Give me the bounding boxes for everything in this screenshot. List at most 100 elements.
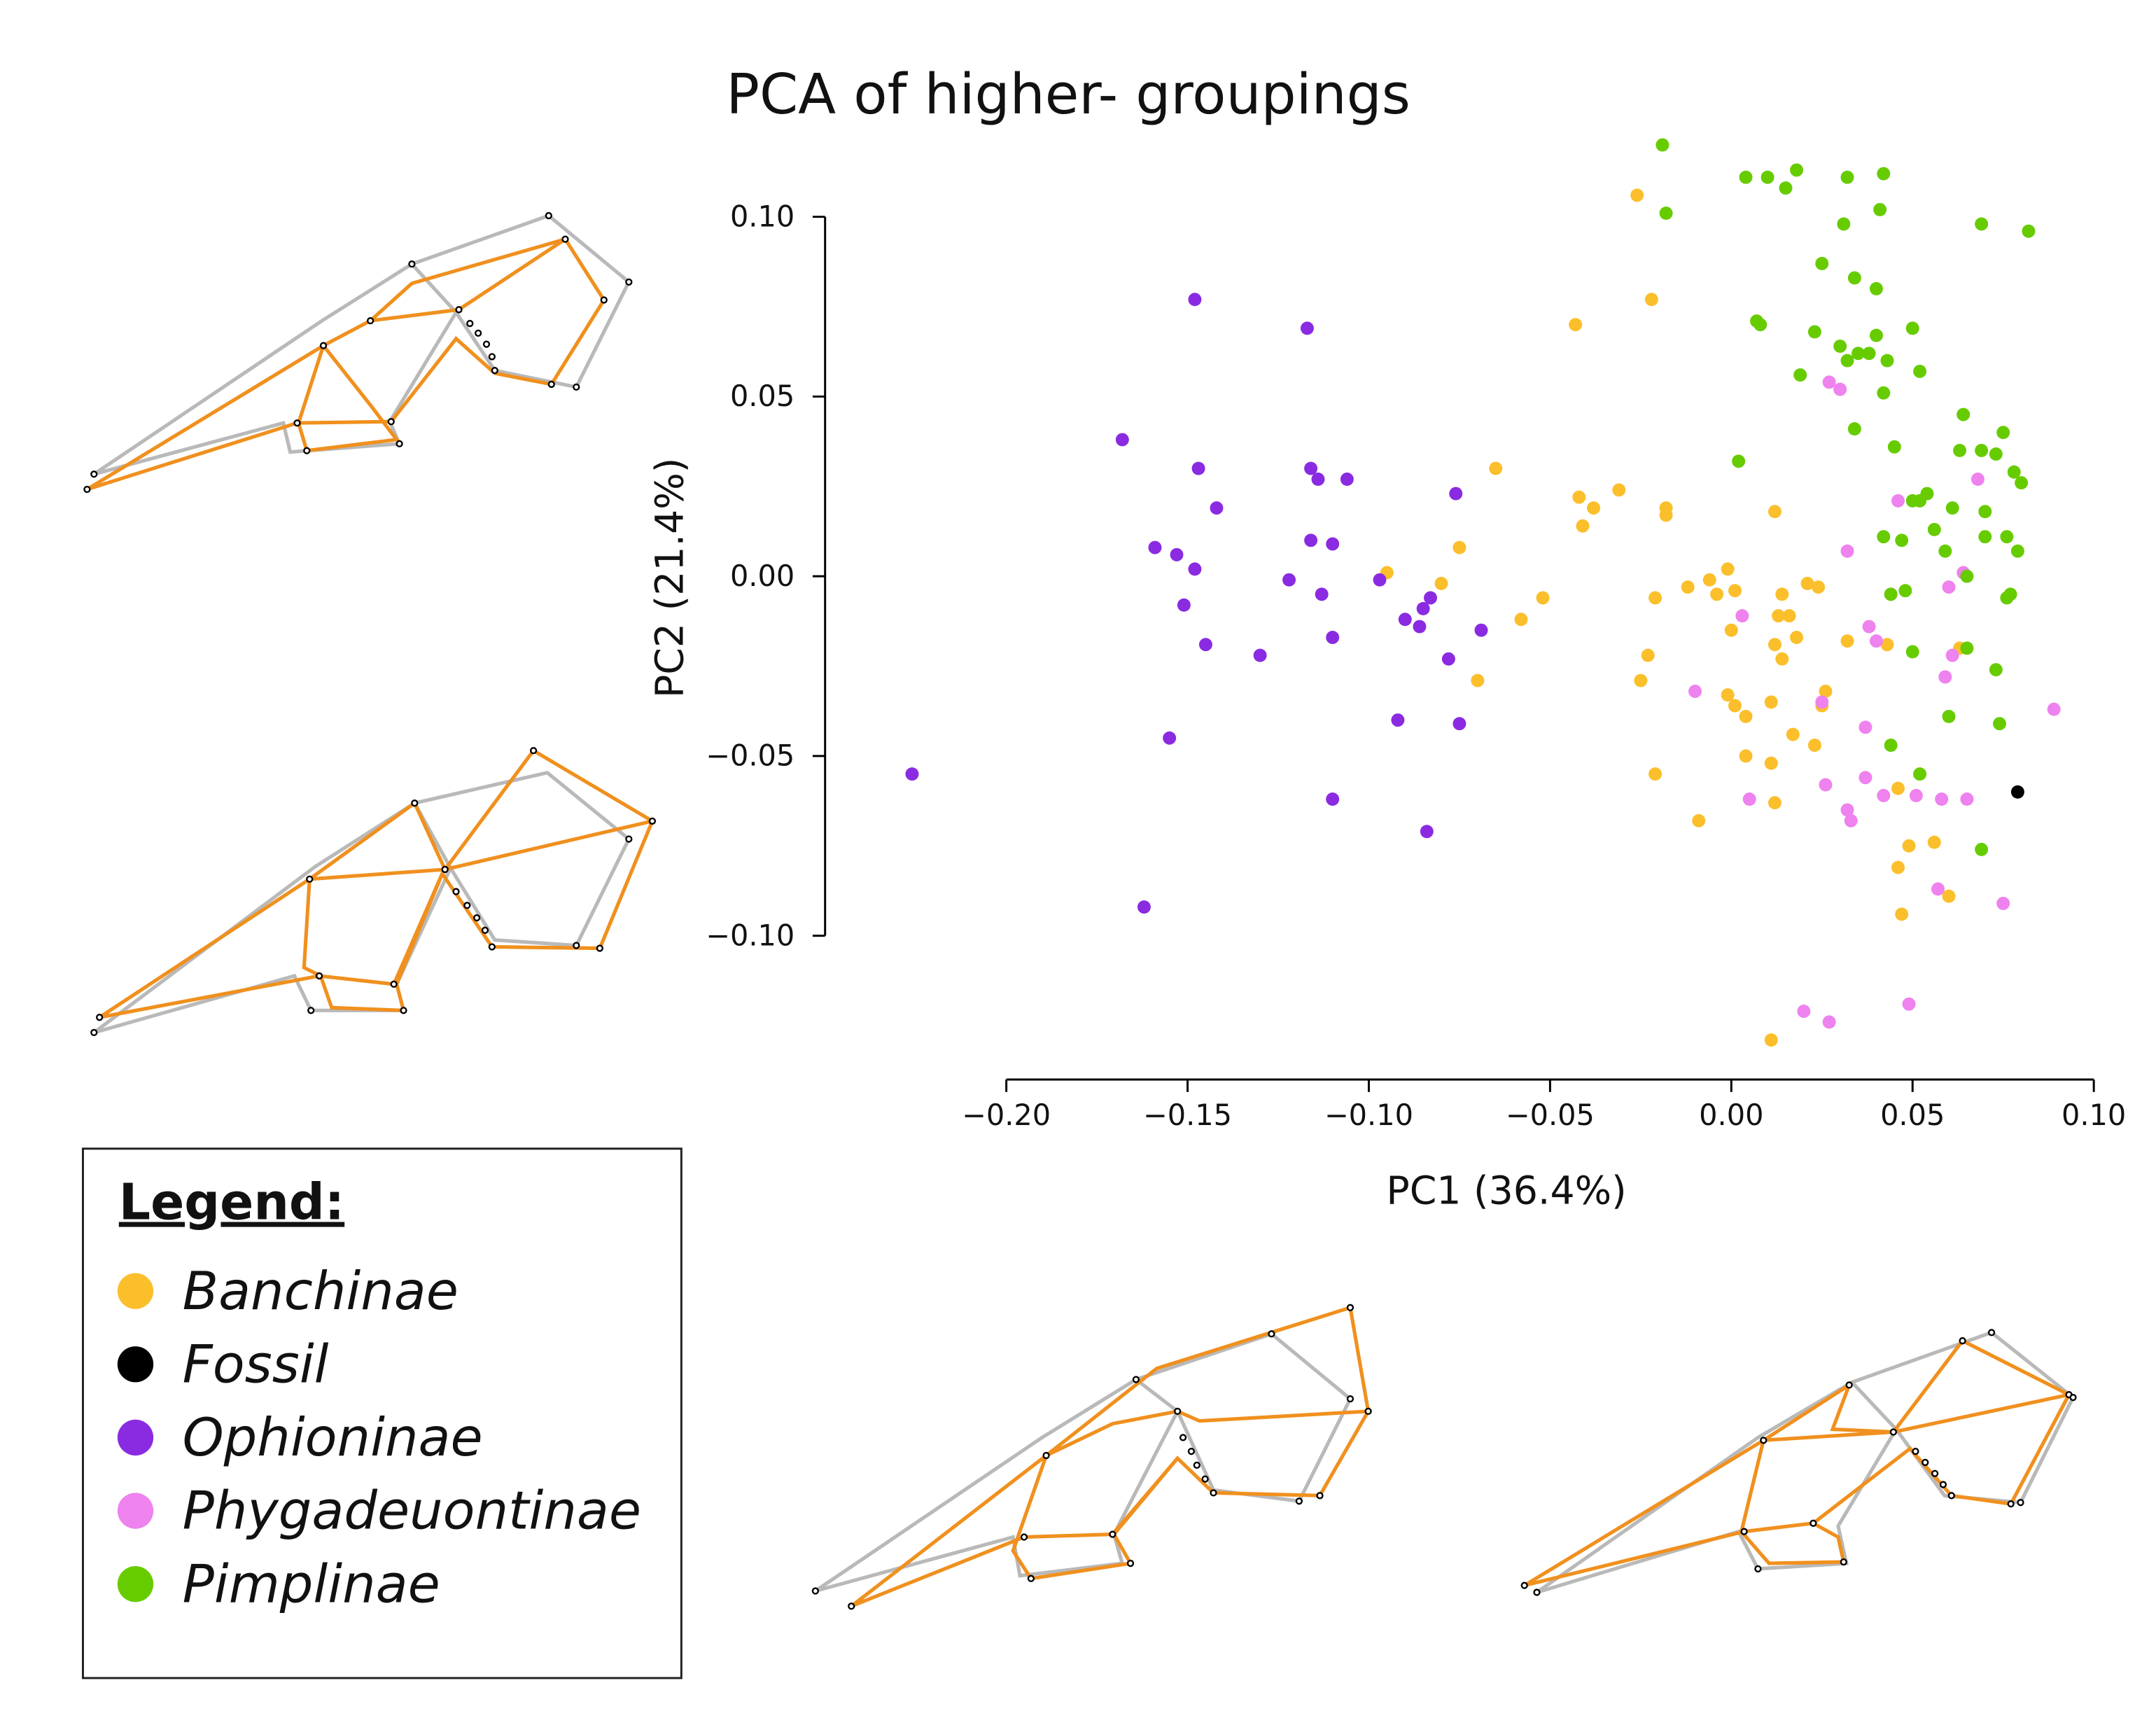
data-point bbox=[1942, 580, 1956, 594]
data-point bbox=[1891, 860, 1905, 874]
data-point bbox=[1148, 540, 1162, 554]
data-point bbox=[1877, 167, 1891, 181]
data-point bbox=[1869, 281, 1883, 295]
data-point bbox=[1927, 835, 1941, 849]
legend-title: Legend: bbox=[119, 1173, 344, 1231]
data-point bbox=[2000, 591, 2014, 605]
data-point bbox=[1742, 792, 1756, 806]
data-point bbox=[1975, 217, 1989, 231]
data-point bbox=[1851, 347, 1865, 361]
data-point bbox=[1391, 713, 1405, 727]
data-point bbox=[1326, 630, 1340, 644]
data-point bbox=[1311, 473, 1325, 487]
data-point bbox=[1797, 1005, 1811, 1018]
data-point bbox=[905, 767, 919, 781]
data-point bbox=[1489, 461, 1503, 475]
x-tick-label: 0.00 bbox=[1699, 1098, 1763, 1132]
data-point bbox=[1847, 271, 1861, 285]
data-point bbox=[1420, 825, 1434, 839]
data-point bbox=[1188, 293, 1202, 307]
data-point bbox=[1840, 803, 1854, 817]
y-tick-label: 0.05 bbox=[730, 379, 794, 413]
data-point bbox=[1612, 483, 1626, 497]
data-point bbox=[1953, 443, 1967, 457]
data-point bbox=[1474, 623, 1488, 637]
data-point bbox=[1938, 670, 1952, 684]
data-point bbox=[1315, 587, 1329, 601]
wing-diagram bbox=[1520, 1329, 2077, 1596]
data-point bbox=[1945, 501, 1959, 515]
data-point bbox=[1764, 1033, 1778, 1047]
data-point bbox=[1754, 318, 1768, 332]
data-point bbox=[1942, 709, 1956, 723]
data-point bbox=[1913, 494, 1927, 508]
data-point bbox=[1304, 533, 1318, 547]
data-point bbox=[1739, 709, 1753, 723]
data-point bbox=[1970, 473, 1984, 487]
data-point bbox=[1681, 580, 1695, 594]
data-point bbox=[1644, 293, 1658, 307]
plot-area: −0.20 −0.15 −0.10 −0.05 0.00 0.05 0.10 −0.10 −0.… bbox=[706, 138, 2126, 1132]
data-point bbox=[1188, 562, 1202, 576]
data-point bbox=[1840, 544, 1854, 558]
legend-label: Pimplinae bbox=[183, 1553, 440, 1614]
data-point bbox=[1721, 562, 1735, 576]
chart-title: PCA of higher- groupings bbox=[726, 62, 1410, 127]
data-point bbox=[1782, 609, 1796, 623]
data-point bbox=[1641, 648, 1655, 662]
data-point bbox=[1956, 407, 1970, 421]
data-point bbox=[1895, 907, 1909, 921]
data-point bbox=[1815, 695, 1829, 709]
data-point bbox=[1993, 717, 2006, 731]
data-point bbox=[1452, 717, 1466, 731]
data-point bbox=[1772, 609, 1786, 623]
data-point bbox=[1840, 354, 1854, 368]
data-point bbox=[1902, 839, 1916, 853]
data-point bbox=[2015, 476, 2029, 490]
data-point bbox=[1945, 648, 1959, 662]
y-axis-label: PC2 (21.4%) bbox=[648, 458, 692, 698]
x-tick-label: −0.20 bbox=[962, 1098, 1051, 1132]
data-point bbox=[1416, 601, 1430, 615]
data-point bbox=[1807, 739, 1821, 752]
data-point bbox=[1163, 731, 1177, 745]
data-point bbox=[1989, 447, 2003, 461]
data-point bbox=[1739, 749, 1753, 763]
legend-marker bbox=[117, 1346, 154, 1383]
data-point bbox=[2010, 544, 2024, 558]
data-point bbox=[1880, 638, 1894, 652]
data-point bbox=[1975, 842, 1989, 856]
data-point bbox=[1884, 739, 1898, 752]
data-point bbox=[2047, 702, 2061, 716]
data-point bbox=[1648, 767, 1662, 781]
data-point bbox=[1536, 591, 1550, 605]
data-point bbox=[1779, 181, 1793, 195]
legend-label: Ophioninae bbox=[183, 1406, 483, 1468]
x-tick-label: −0.10 bbox=[1324, 1098, 1413, 1132]
data-point bbox=[1960, 569, 1974, 583]
data-point bbox=[1688, 685, 1702, 698]
data-point bbox=[1198, 638, 1212, 652]
data-point bbox=[1989, 663, 2003, 677]
y-tick-label: 0.10 bbox=[730, 200, 794, 234]
data-point bbox=[1913, 767, 1927, 781]
data-point bbox=[1790, 163, 1803, 177]
data-point bbox=[1452, 540, 1466, 554]
data-point bbox=[1905, 645, 1919, 659]
data-point bbox=[1413, 620, 1427, 634]
legend-label: Phygadeuontinae bbox=[183, 1480, 641, 1542]
data-point bbox=[1819, 778, 1833, 792]
data-point bbox=[1728, 699, 1742, 713]
data-point bbox=[1975, 443, 1989, 457]
data-point bbox=[1931, 882, 1945, 896]
data-point bbox=[1449, 487, 1463, 501]
data-point bbox=[1424, 591, 1437, 605]
data-point bbox=[1115, 433, 1129, 447]
data-point bbox=[1775, 652, 1789, 666]
data-point bbox=[2010, 785, 2024, 799]
data-point bbox=[1768, 796, 1782, 810]
data-point bbox=[1978, 530, 1992, 544]
data-point bbox=[1996, 426, 2010, 440]
data-point bbox=[1905, 321, 1919, 335]
data-point bbox=[1210, 501, 1224, 515]
